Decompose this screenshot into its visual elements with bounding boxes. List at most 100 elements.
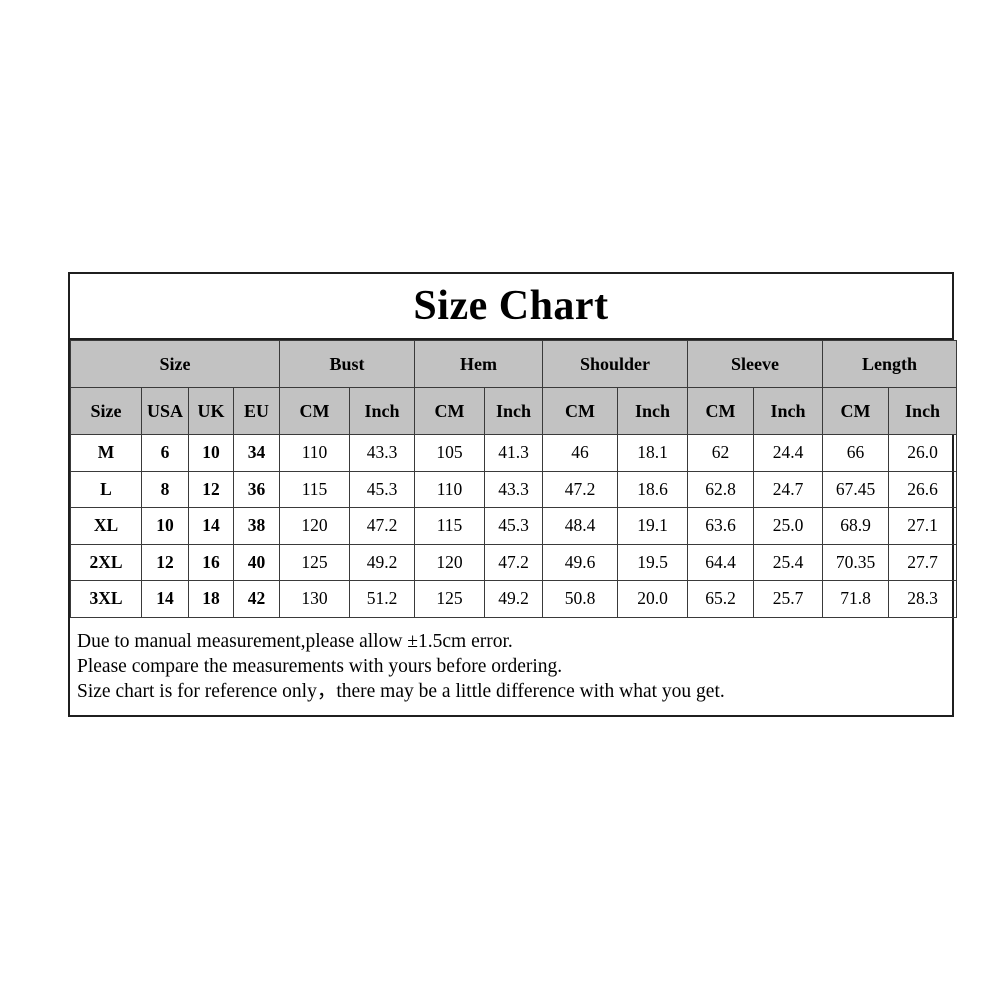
table-cell: 49.2: [348, 543, 416, 581]
table-cell: 71.8: [822, 580, 890, 618]
table-cell: 65.2: [687, 580, 755, 618]
sub-header-bust-cm: CM: [279, 387, 350, 435]
group-header-hem: Hem: [414, 340, 544, 388]
table-cell: 18.1: [617, 434, 689, 472]
table-cell: 66: [822, 434, 890, 472]
sub-header-shoulder-inch: Inch: [617, 387, 689, 435]
table-cell: 67.45: [822, 470, 890, 508]
table-cell: 28.3: [888, 580, 958, 618]
table-cell: 18.6: [617, 470, 689, 508]
table-cell: 63.6: [687, 507, 755, 545]
table-cell: 45.3: [348, 470, 416, 508]
table-row-2xl: 2XL 12 16 40 125 49.2 120 47.2 49.6 19.5…: [70, 543, 958, 581]
table-cell: 10: [141, 507, 189, 545]
table-cell: 34: [233, 434, 280, 472]
group-header-row: Size Bust Hem Shoulder Sleeve Length: [70, 340, 958, 388]
table-cell: 3XL: [70, 580, 142, 618]
table-cell: 16: [188, 543, 234, 581]
sub-header-usa: USA: [141, 387, 189, 435]
table-cell: 26.0: [888, 434, 958, 472]
table-cell: 70.35: [822, 543, 890, 581]
group-header-length: Length: [822, 340, 958, 388]
table-cell: L: [70, 470, 142, 508]
table-cell: 47.2: [484, 543, 544, 581]
note-reference-only: Size chart is for reference only，there m…: [77, 680, 725, 702]
size-chart-title: Size Chart: [70, 274, 952, 340]
table-row-xl: XL 10 14 38 120 47.2 115 45.3 48.4 19.1 …: [70, 507, 958, 545]
table-cell: 8: [141, 470, 189, 508]
sub-header-shoulder-cm: CM: [542, 387, 619, 435]
table-cell: 24.7: [753, 470, 824, 508]
table-cell: 14: [188, 507, 234, 545]
table-cell: 38: [233, 507, 280, 545]
sub-header-length-inch: Inch: [888, 387, 958, 435]
sub-header-uk: UK: [188, 387, 234, 435]
table-cell: 43.3: [348, 434, 416, 472]
table-row-l: L 8 12 36 115 45.3 110 43.3 47.2 18.6 62…: [70, 470, 958, 508]
table-cell: 25.7: [753, 580, 824, 618]
note-compare-measurements: Please compare the measurements with you…: [77, 655, 563, 677]
table-cell: 18: [188, 580, 234, 618]
table-cell: 41.3: [484, 434, 544, 472]
table-cell: 19.5: [617, 543, 689, 581]
table-cell: 120: [414, 543, 486, 581]
table-cell: 40: [233, 543, 280, 581]
table-cell: 46: [542, 434, 619, 472]
table-cell: 64.4: [687, 543, 755, 581]
table-cell: 27.1: [888, 507, 958, 545]
sub-header-eu: EU: [233, 387, 280, 435]
table-cell: 47.2: [348, 507, 416, 545]
sub-header-hem-cm: CM: [414, 387, 486, 435]
table-cell: 125: [279, 543, 350, 581]
table-cell: 68.9: [822, 507, 890, 545]
sub-header-bust-inch: Inch: [348, 387, 416, 435]
table-cell: 43.3: [484, 470, 544, 508]
table-cell: 49.6: [542, 543, 619, 581]
table-cell: 50.8: [542, 580, 619, 618]
table-cell: 110: [414, 470, 486, 508]
group-header-bust: Bust: [278, 340, 416, 388]
table-cell: 48.4: [542, 507, 619, 545]
table-cell: 25.0: [753, 507, 824, 545]
table-cell: 12: [141, 543, 189, 581]
table-cell: 49.2: [484, 580, 544, 618]
table-cell: 45.3: [484, 507, 544, 545]
table-cell: 51.2: [348, 580, 416, 618]
table-cell: 42: [233, 580, 280, 618]
table-cell: 10: [188, 434, 234, 472]
group-header-shoulder: Shoulder: [542, 340, 689, 388]
table-cell: 62: [687, 434, 755, 472]
table-cell: 36: [233, 470, 280, 508]
notes-section: Due to manual measurement,please allow ±…: [70, 618, 952, 704]
size-table: Size Bust Hem Shoulder Sleeve Length Siz…: [70, 340, 958, 618]
table-cell: M: [70, 434, 142, 472]
table-cell: 125: [414, 580, 486, 618]
table-cell: 24.4: [753, 434, 824, 472]
size-chart-panel: Size Chart Size Bust Hem Shoulder Sleeve…: [68, 272, 958, 717]
sub-header-length-cm: CM: [822, 387, 890, 435]
group-header-sleeve: Sleeve: [687, 340, 824, 388]
note-measurement-error: Due to manual measurement,please allow ±…: [77, 630, 513, 652]
table-cell: 14: [141, 580, 189, 618]
table-cell: XL: [70, 507, 142, 545]
table-cell: 12: [188, 470, 234, 508]
table-cell: 20.0: [617, 580, 689, 618]
table-cell: 110: [279, 434, 350, 472]
table-cell: 27.7: [888, 543, 958, 581]
table-cell: 25.4: [753, 543, 824, 581]
table-cell: 2XL: [70, 543, 142, 581]
sub-header-hem-inch: Inch: [484, 387, 544, 435]
table-cell: 19.1: [617, 507, 689, 545]
table-cell: 47.2: [542, 470, 619, 508]
table-cell: 115: [279, 470, 350, 508]
table-cell: 105: [414, 434, 486, 472]
table-cell: 120: [279, 507, 350, 545]
group-header-size: Size: [70, 340, 280, 388]
table-cell: 26.6: [888, 470, 958, 508]
table-cell: 6: [141, 434, 189, 472]
table-row-m: M 6 10 34 110 43.3 105 41.3 46 18.1 62 2…: [70, 434, 958, 472]
sub-header-sleeve-inch: Inch: [753, 387, 824, 435]
sub-header-size: Size: [70, 387, 142, 435]
table-cell: 130: [279, 580, 350, 618]
table-cell: 62.8: [687, 470, 755, 508]
